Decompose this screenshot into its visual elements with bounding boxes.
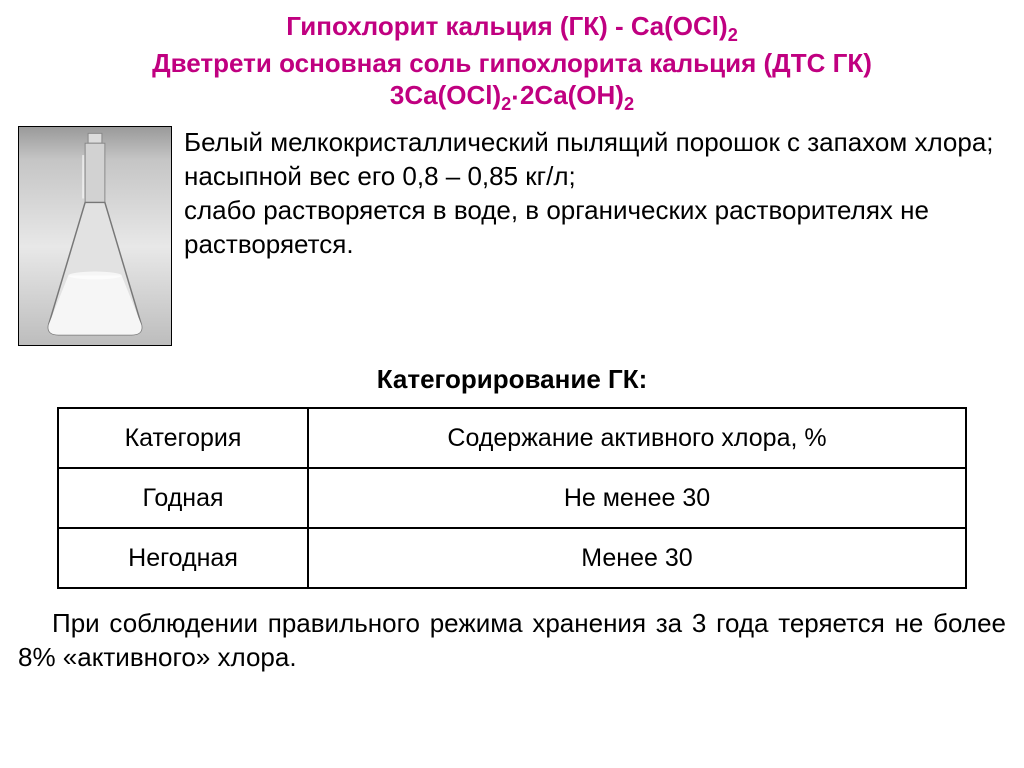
table-row: Категория Содержание активного хлора, % bbox=[58, 408, 966, 468]
flask-image bbox=[18, 126, 172, 346]
footer-note: При соблюдении правильного режима хранен… bbox=[18, 607, 1006, 675]
cell-left: Годная bbox=[58, 468, 308, 528]
title-text-2: Дветрети основная соль гипохлорита кальц… bbox=[152, 48, 872, 78]
formula-1-sub: 2 bbox=[728, 25, 738, 45]
main-row: Белый мелкокристаллический пылящий порош… bbox=[18, 126, 1006, 346]
formula-2b-sub: 2 bbox=[624, 95, 634, 115]
formula-2b: 2Ca(OH) bbox=[520, 80, 624, 110]
formula-2a-sub: 2 bbox=[501, 95, 511, 115]
desc-p3: слабо растворяется в воде, в органически… bbox=[184, 194, 1006, 262]
formula-2a: 3Ca(OCl) bbox=[390, 80, 501, 110]
description-block: Белый мелкокристаллический пылящий порош… bbox=[184, 126, 1006, 261]
title-line-2: Дветрети основная соль гипохлорита кальц… bbox=[18, 47, 1006, 80]
formula-1: Ca(OCl) bbox=[631, 11, 728, 41]
table-row: Негодная Менее 30 bbox=[58, 528, 966, 588]
categorization-title: Категорирование ГК: bbox=[18, 364, 1006, 395]
header-cell-category: Категория bbox=[58, 408, 308, 468]
title-block: Гипохлорит кальция (ГК) - Ca(OCl)2 Дветр… bbox=[18, 10, 1006, 116]
title-line-3: 3Ca(OCl)2·2Ca(OH)2 bbox=[18, 79, 1006, 116]
desc-p1: Белый мелкокристаллический пылящий порош… bbox=[184, 126, 1006, 160]
categorization-table: Категория Содержание активного хлора, % … bbox=[57, 407, 967, 589]
table-row: Годная Не менее 30 bbox=[58, 468, 966, 528]
flask-icon bbox=[19, 127, 171, 345]
title-line-1: Гипохлорит кальция (ГК) - Ca(OCl)2 bbox=[18, 10, 1006, 47]
formula-dot: · bbox=[511, 82, 520, 112]
cell-left: Негодная bbox=[58, 528, 308, 588]
cell-right: Менее 30 bbox=[308, 528, 966, 588]
desc-p2: насыпной вес его 0,8 – 0,85 кг/л; bbox=[184, 160, 1006, 194]
cell-right: Не менее 30 bbox=[308, 468, 966, 528]
title-text-1: Гипохлорит кальция (ГК) - bbox=[286, 11, 631, 41]
header-cell-content: Содержание активного хлора, % bbox=[308, 408, 966, 468]
